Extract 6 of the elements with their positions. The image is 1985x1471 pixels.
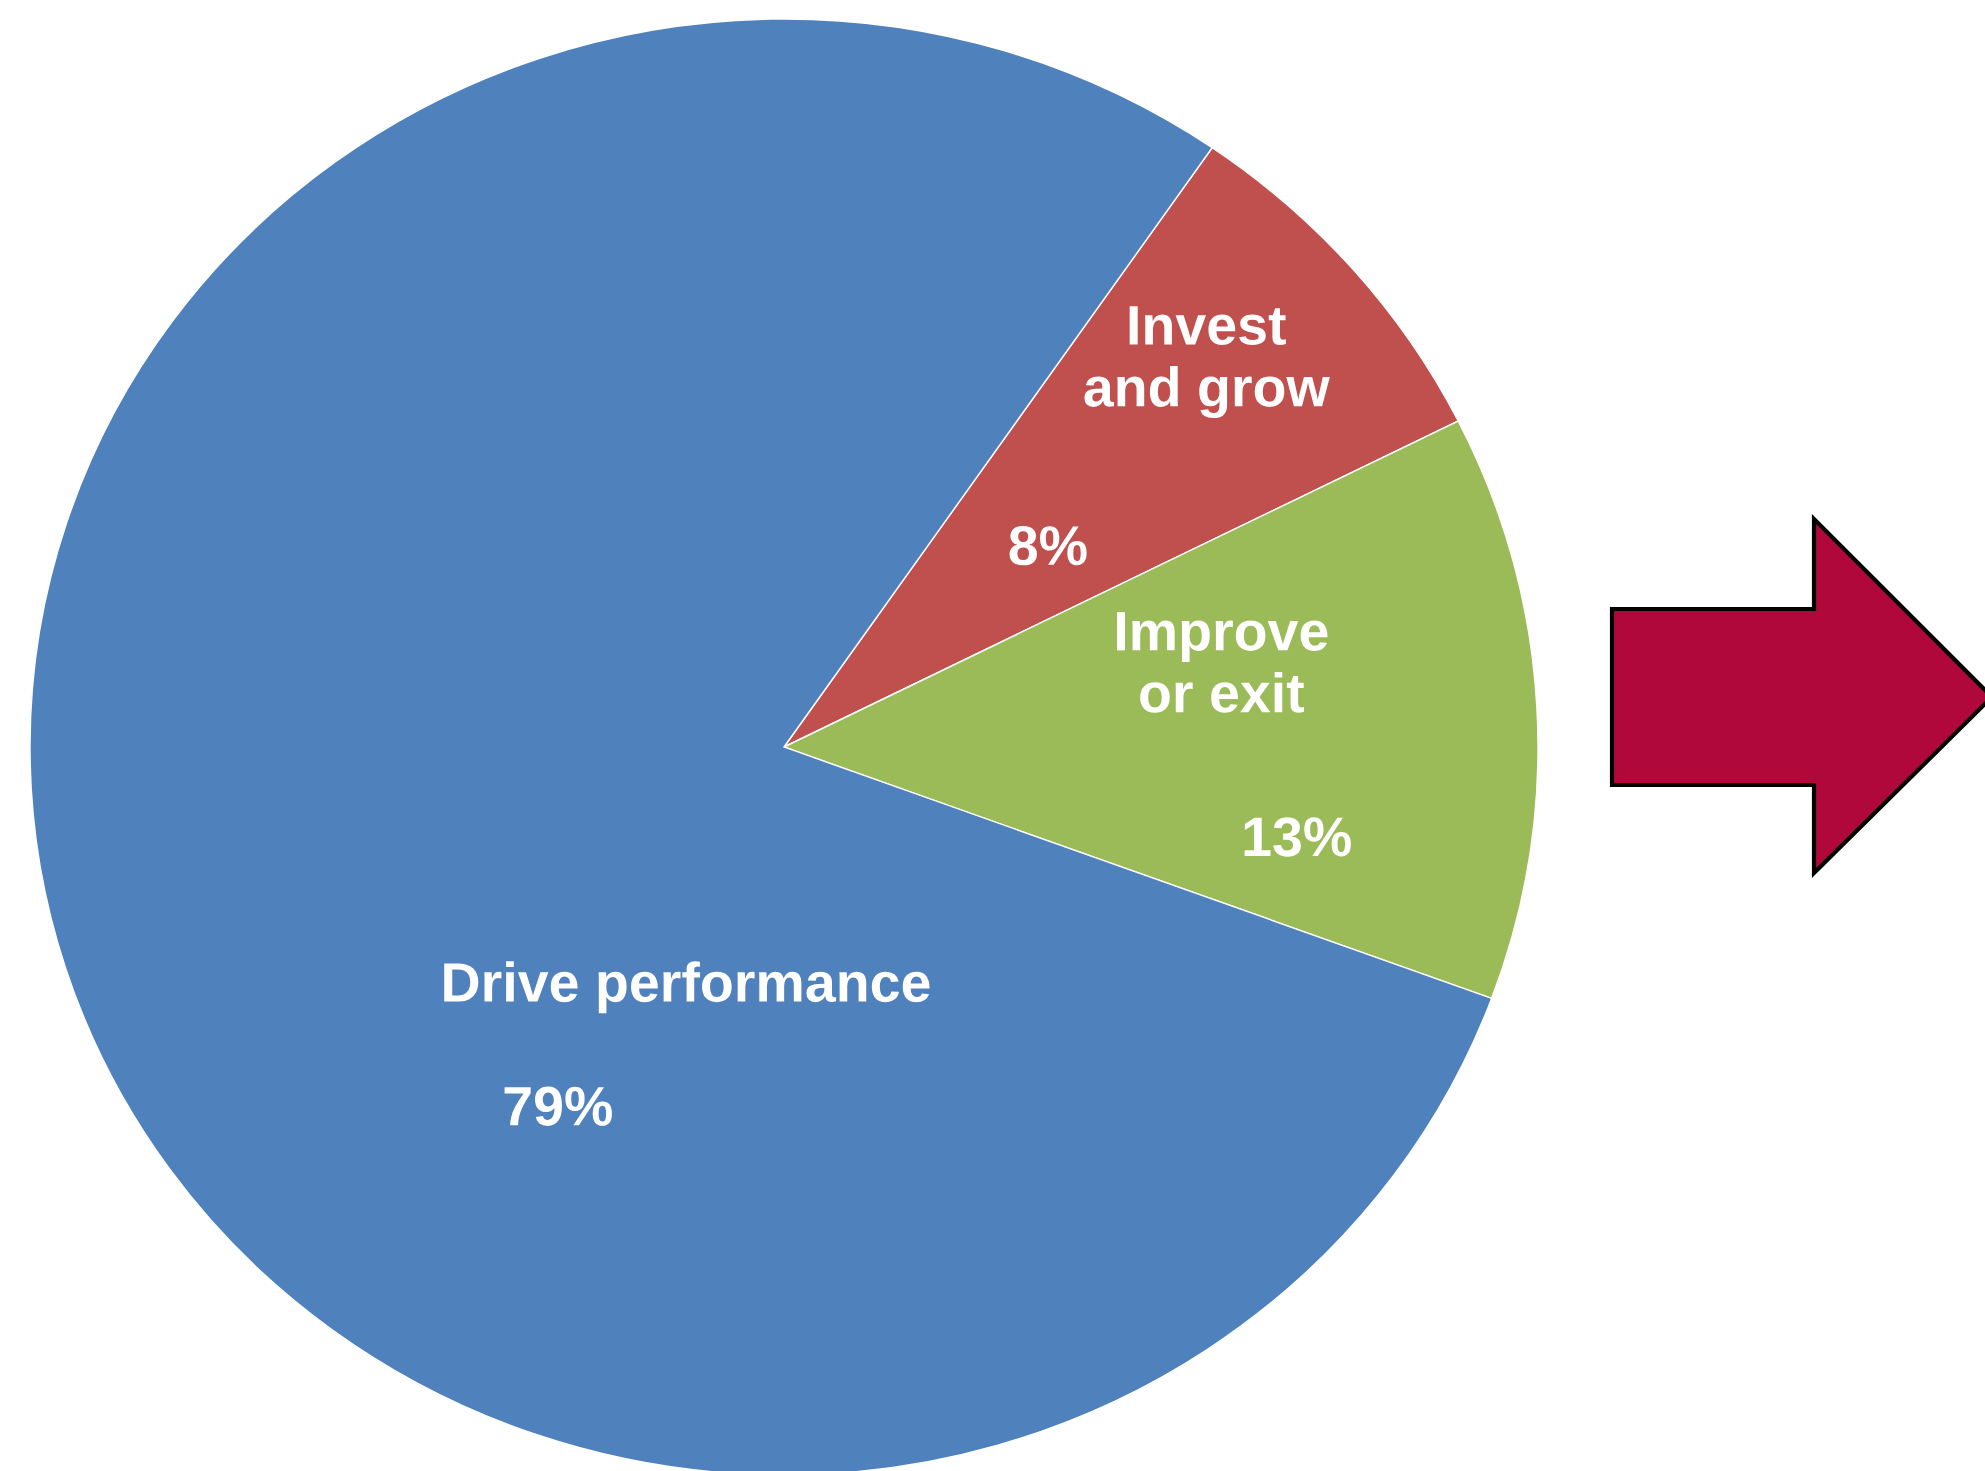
slice-label: Improve or exit — [1116, 612, 1328, 713]
slice-label: Invest and grow — [1084, 306, 1330, 419]
slice-label: Drive performance — [444, 961, 930, 1014]
data-label: 8% — [1009, 526, 1087, 566]
data-label: 13% — [1244, 817, 1351, 857]
data-label: 79% — [504, 1086, 612, 1126]
